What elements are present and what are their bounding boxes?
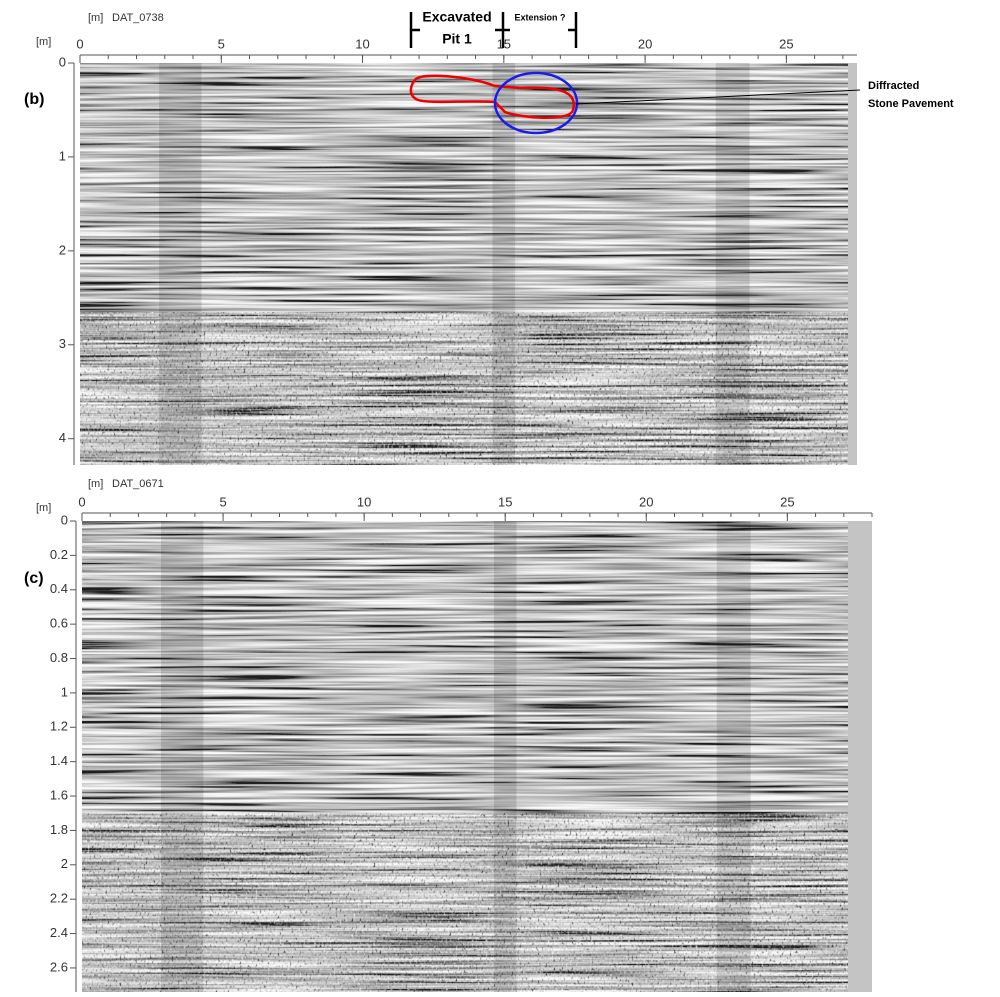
x-unit: [m] [88,478,103,490]
pit-brackets [409,12,578,48]
dark-band [493,521,517,992]
y-tick-label: 0 [61,512,68,527]
y-tick-label: 1 [61,684,68,699]
x-tick-label: 10 [357,494,371,509]
y-tick-label: 2.6 [50,959,68,974]
x-tick-label: 15 [498,494,512,509]
diffracted-label: Diffracted [868,80,919,92]
dark-band [716,521,751,992]
y-unit: [m] [36,36,51,48]
y-tick-label: 1.4 [50,753,68,768]
x-tick-label: 5 [219,494,226,509]
pit-outline [409,74,576,119]
dark-band [492,63,516,465]
y-tick-label: 3 [59,336,66,351]
file-name: DAT_0738 [112,12,164,24]
file-name: DAT_0671 [112,478,164,490]
y-tick-label: 0.6 [50,616,68,631]
extension-label: Extension ? [514,12,565,22]
leader-line [575,89,861,105]
gray-margin [848,63,857,465]
y-tick-label: 2 [59,242,66,257]
x-tick-label: 20 [638,36,652,51]
pit-label: Pit 1 [442,31,472,47]
y-tick-label: 0.2 [50,547,68,562]
diffracted-label: Stone Pavement [868,98,954,110]
panel-label: (c) [24,570,44,587]
dark-band [159,63,202,465]
y-tick-label: 1.8 [50,822,68,837]
y-tick-label: 1.6 [50,787,68,802]
x-tick-label: 25 [779,36,793,51]
y-tick-label: 2.4 [50,925,68,940]
dark-band [715,63,750,465]
x-tick-label: 10 [355,36,369,51]
radargram-noise [80,312,848,465]
x-tick-label: 20 [639,494,653,509]
radargram-noise [82,813,848,992]
x-unit: [m] [88,12,103,24]
dark-band [161,521,204,992]
x-tick-label: 0 [78,494,85,509]
y-tick-label: 2 [61,856,68,871]
x-tick-label: 5 [218,36,225,51]
y-tick-label: 2.2 [50,891,68,906]
x-tick-label: 25 [780,494,794,509]
y-tick-label: 1.2 [50,719,68,734]
pit-label: Excavated [422,9,491,25]
y-tick-label: 0.4 [50,581,68,596]
y-unit: [m] [36,502,51,514]
gray-margin [848,521,872,992]
y-tick-label: 0 [59,54,66,69]
panel-label: (b) [24,91,44,108]
x-tick-label: 0 [76,36,83,51]
y-tick-label: 1 [59,148,66,163]
y-tick-label: 0.8 [50,650,68,665]
y-tick-label: 4 [59,430,66,445]
extension-outline [493,71,579,135]
